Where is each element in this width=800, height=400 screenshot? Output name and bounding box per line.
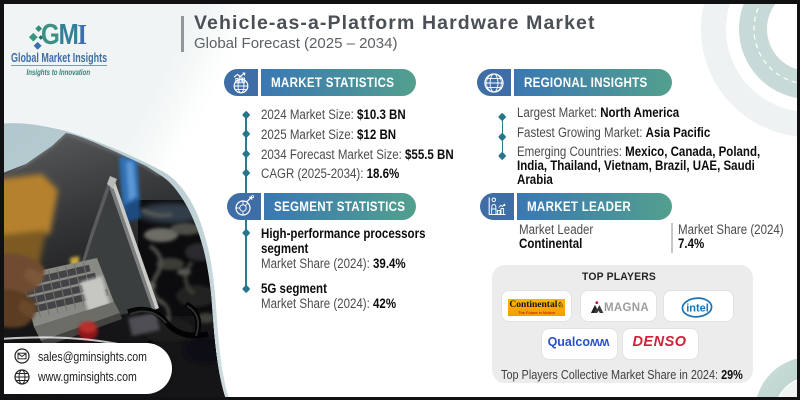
svg-text:intel: intel bbox=[686, 303, 709, 315]
